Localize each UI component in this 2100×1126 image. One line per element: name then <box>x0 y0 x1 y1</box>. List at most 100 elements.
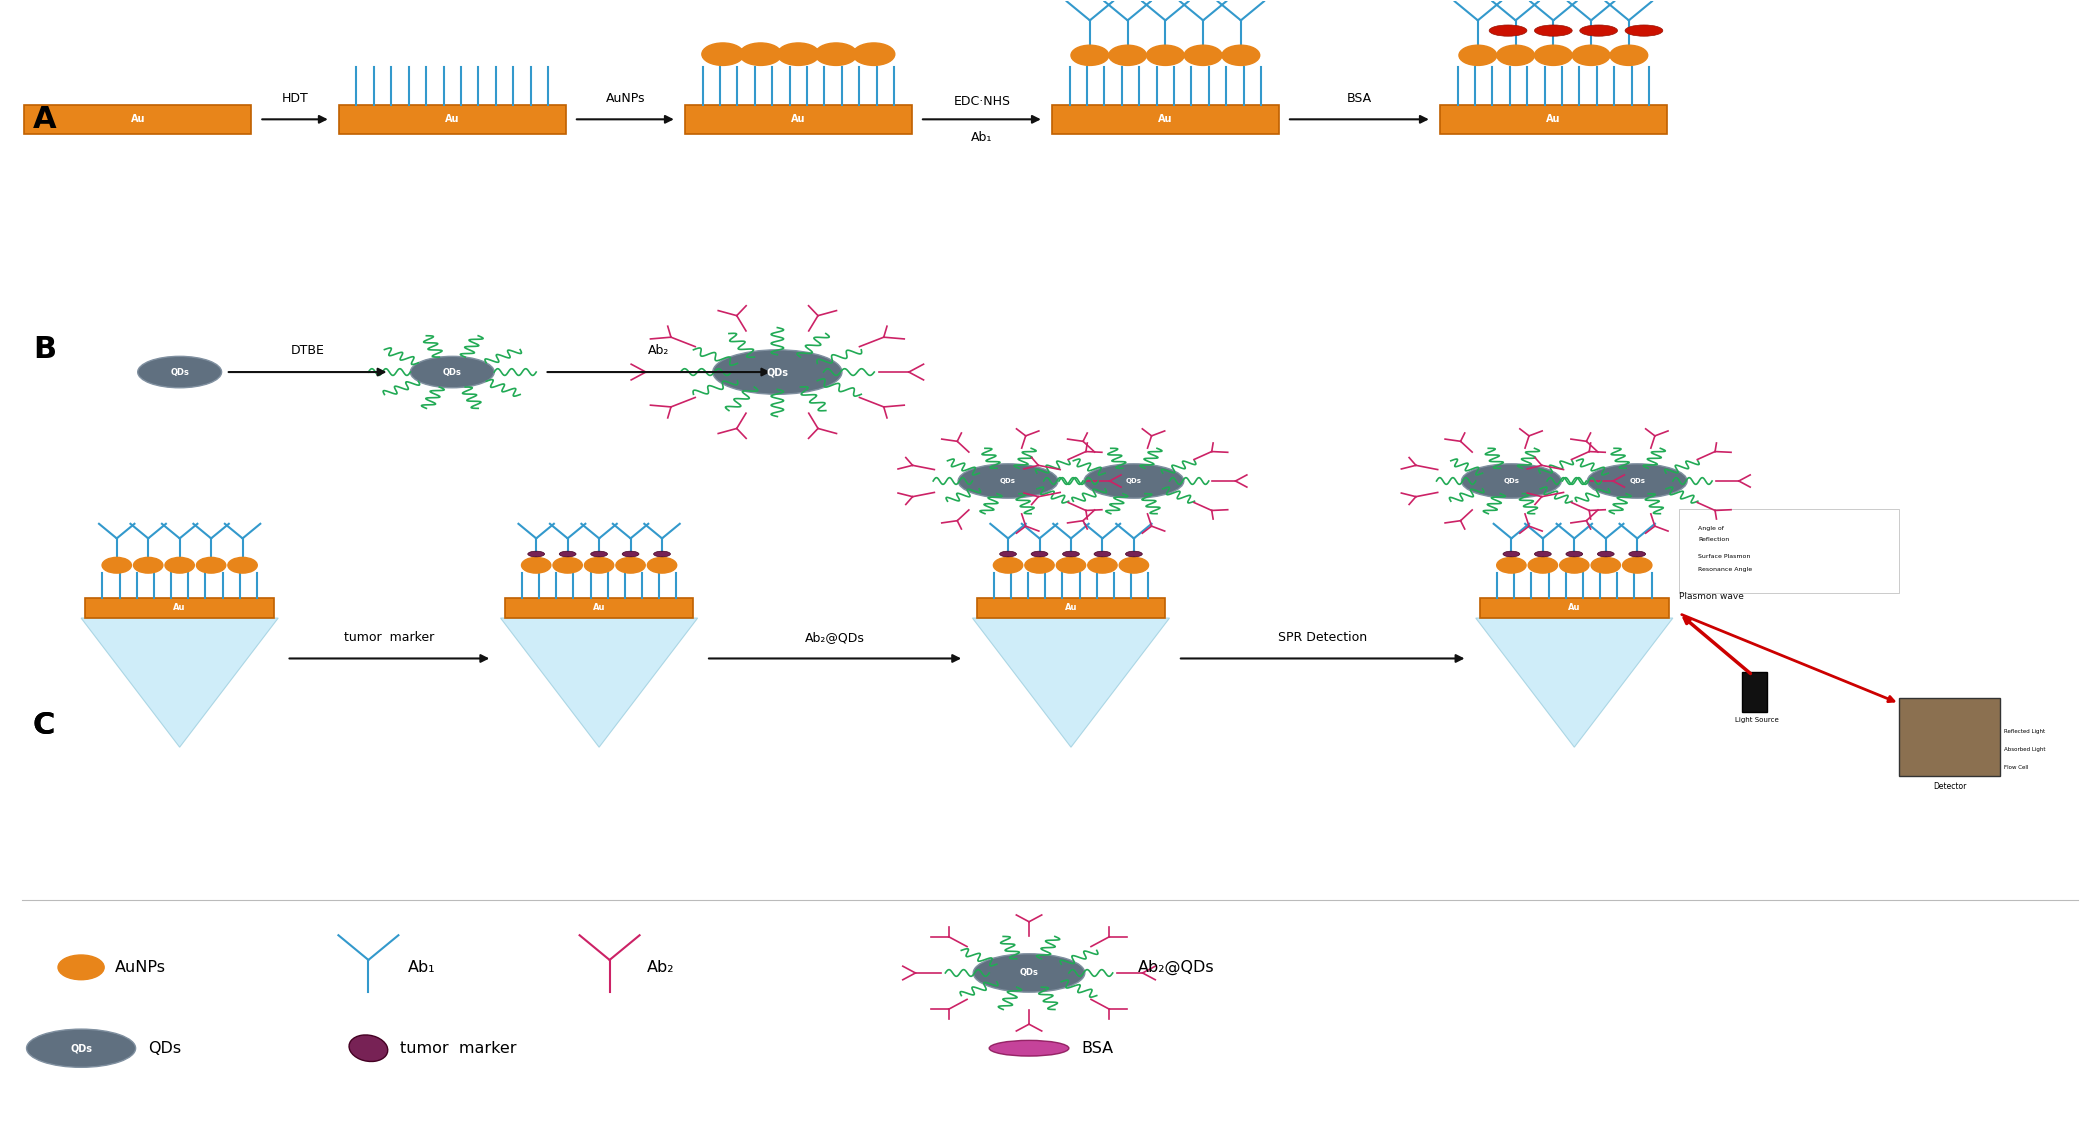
Circle shape <box>1056 557 1086 573</box>
Text: BSA: BSA <box>1082 1040 1113 1056</box>
Ellipse shape <box>972 954 1086 992</box>
Text: C: C <box>34 712 55 741</box>
Text: Au: Au <box>174 604 187 613</box>
Ellipse shape <box>590 552 607 557</box>
FancyBboxPatch shape <box>976 598 1166 618</box>
Circle shape <box>1119 557 1149 573</box>
Ellipse shape <box>27 1029 136 1067</box>
Text: QDs: QDs <box>1504 479 1520 484</box>
Circle shape <box>103 557 132 573</box>
Text: Angle of: Angle of <box>1699 526 1724 531</box>
FancyBboxPatch shape <box>685 105 911 134</box>
Text: DTBE: DTBE <box>290 345 326 357</box>
FancyBboxPatch shape <box>1743 672 1768 713</box>
Circle shape <box>521 557 550 573</box>
Text: Surface Plasmon: Surface Plasmon <box>1699 554 1751 558</box>
Text: Ab₂@QDs: Ab₂@QDs <box>804 631 865 644</box>
Ellipse shape <box>1535 25 1573 36</box>
Text: C: C <box>34 712 55 741</box>
Ellipse shape <box>1000 552 1016 557</box>
Text: Reflection: Reflection <box>1699 537 1728 542</box>
Circle shape <box>1147 45 1184 65</box>
Text: Plasmon wave: Plasmon wave <box>1680 592 1743 601</box>
FancyBboxPatch shape <box>1898 698 1999 777</box>
Ellipse shape <box>958 464 1058 498</box>
Ellipse shape <box>1094 552 1111 557</box>
Circle shape <box>701 43 743 65</box>
Circle shape <box>853 43 895 65</box>
Ellipse shape <box>1567 552 1583 557</box>
Text: QDs: QDs <box>1000 479 1016 484</box>
Circle shape <box>1497 557 1527 573</box>
Polygon shape <box>972 618 1170 748</box>
Text: Flow Cell: Flow Cell <box>2003 765 2029 770</box>
Circle shape <box>1592 557 1621 573</box>
Polygon shape <box>82 618 277 748</box>
Ellipse shape <box>559 552 575 557</box>
Text: BSA: BSA <box>1346 91 1371 105</box>
Circle shape <box>197 557 227 573</box>
Ellipse shape <box>527 552 544 557</box>
Text: QDs: QDs <box>170 367 189 376</box>
Circle shape <box>615 557 645 573</box>
Ellipse shape <box>1031 552 1048 557</box>
Text: AuNPs: AuNPs <box>116 959 166 975</box>
Text: QDs: QDs <box>1021 968 1040 977</box>
Circle shape <box>1611 45 1648 65</box>
Text: SPR Detection: SPR Detection <box>1279 631 1367 644</box>
Ellipse shape <box>712 350 842 394</box>
Circle shape <box>739 43 781 65</box>
Text: tumor  marker: tumor marker <box>344 631 435 644</box>
Circle shape <box>59 955 105 980</box>
Text: Ab₂: Ab₂ <box>647 959 674 975</box>
Ellipse shape <box>1126 552 1142 557</box>
Text: Reflected Light: Reflected Light <box>2003 729 2045 734</box>
Circle shape <box>1497 45 1535 65</box>
Ellipse shape <box>1504 552 1520 557</box>
Text: HDT: HDT <box>281 91 309 105</box>
Circle shape <box>229 557 256 573</box>
FancyBboxPatch shape <box>1480 598 1670 618</box>
Circle shape <box>1529 557 1558 573</box>
Circle shape <box>584 557 613 573</box>
Ellipse shape <box>1489 25 1527 36</box>
Text: Au: Au <box>130 115 145 124</box>
Ellipse shape <box>653 552 670 557</box>
Text: AuNPs: AuNPs <box>605 91 645 105</box>
Circle shape <box>1184 45 1222 65</box>
Ellipse shape <box>1598 552 1615 557</box>
Ellipse shape <box>349 1035 388 1062</box>
Polygon shape <box>500 618 697 748</box>
Text: QDs: QDs <box>1126 479 1142 484</box>
Circle shape <box>1623 557 1653 573</box>
Circle shape <box>552 557 582 573</box>
Text: QDs: QDs <box>69 1043 92 1053</box>
Ellipse shape <box>1462 464 1560 498</box>
Circle shape <box>1088 557 1117 573</box>
Polygon shape <box>1476 618 1674 748</box>
Text: Ab₁: Ab₁ <box>407 959 437 975</box>
Circle shape <box>134 557 164 573</box>
Text: A: A <box>34 105 57 134</box>
Circle shape <box>815 43 857 65</box>
Circle shape <box>1535 45 1573 65</box>
FancyBboxPatch shape <box>1441 105 1667 134</box>
Text: Au: Au <box>1157 115 1172 124</box>
Ellipse shape <box>989 1040 1069 1056</box>
Text: Resonance Angle: Resonance Angle <box>1699 568 1751 572</box>
Ellipse shape <box>1625 25 1663 36</box>
Text: QDs: QDs <box>766 367 788 377</box>
Text: Au: Au <box>592 604 605 613</box>
Ellipse shape <box>1535 552 1552 557</box>
Circle shape <box>1222 45 1260 65</box>
Text: Au: Au <box>1569 604 1581 613</box>
Text: Ab₂@QDs: Ab₂@QDs <box>1138 959 1214 975</box>
Ellipse shape <box>1063 552 1079 557</box>
Text: Ab₁: Ab₁ <box>970 131 993 143</box>
Circle shape <box>1560 557 1590 573</box>
FancyBboxPatch shape <box>1680 509 1898 593</box>
Text: Light Source: Light Source <box>1735 717 1779 723</box>
Text: Au: Au <box>1546 115 1560 124</box>
Circle shape <box>1025 557 1054 573</box>
Text: Au: Au <box>445 115 460 124</box>
